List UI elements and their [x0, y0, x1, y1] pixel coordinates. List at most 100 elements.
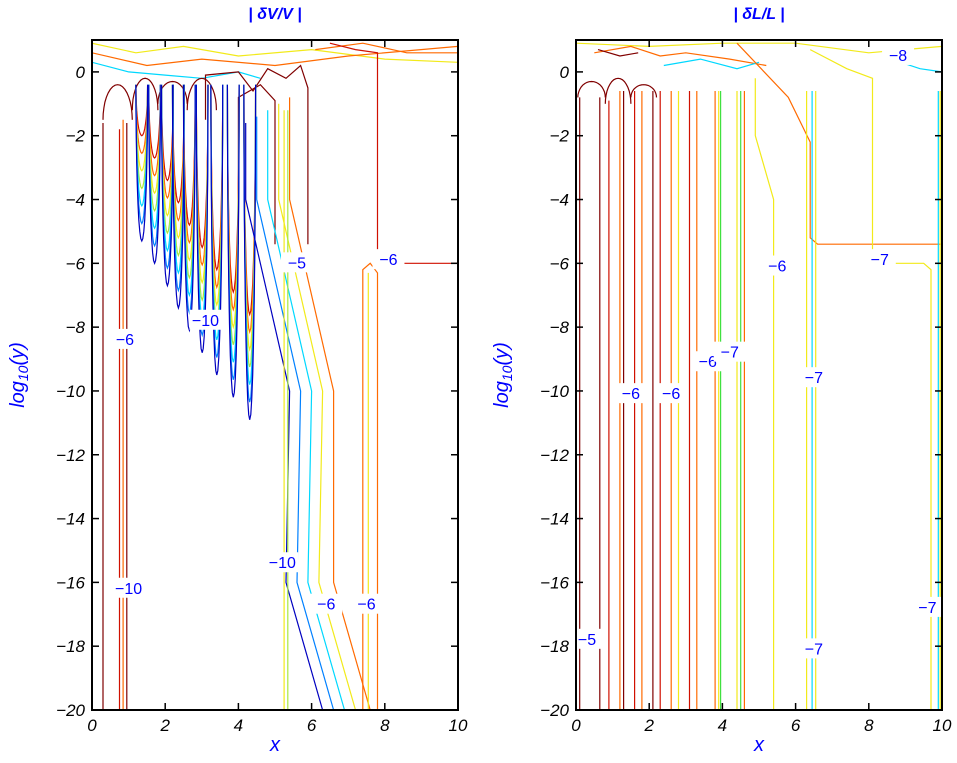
left-y-axis-label: log10(y) — [7, 342, 31, 408]
y-tick-label: −8 — [66, 318, 86, 337]
x-tick-label: 6 — [307, 716, 317, 735]
x-tick-label: 6 — [791, 716, 801, 735]
contour-line — [171, 84, 185, 311]
left-plot-frame — [91, 39, 459, 711]
contour-label-bg — [280, 252, 313, 273]
contour-line — [362, 262, 379, 710]
y-tick-label: −16 — [540, 573, 569, 592]
contour-label: −6 — [768, 259, 786, 276]
y-tick-label: −4 — [550, 191, 569, 210]
contour-label-bg — [189, 309, 222, 330]
y-tick-label: −12 — [56, 446, 85, 465]
contour-line — [243, 84, 257, 420]
contour-line — [630, 84, 658, 98]
contour-line — [315, 42, 458, 54]
left-x-axis-label: x — [269, 734, 281, 756]
y-tick-label: −6 — [550, 254, 570, 273]
contour-line — [102, 84, 133, 120]
contour-line — [160, 84, 174, 288]
contour-label: −6 — [662, 386, 680, 403]
left-contour-lines — [92, 42, 458, 710]
y-tick-label: −8 — [550, 318, 570, 337]
contour-line — [92, 45, 458, 67]
contour-line — [576, 42, 942, 54]
contour-line — [210, 84, 224, 376]
contour-label: −7 — [805, 641, 823, 658]
contour-line — [131, 77, 159, 111]
contour-line — [186, 77, 217, 111]
contour-line — [135, 84, 149, 243]
contour-line — [597, 49, 639, 57]
contour-line — [267, 110, 346, 710]
contour-line — [256, 116, 335, 710]
contour-label: −8 — [889, 48, 907, 65]
x-tick-label: 0 — [571, 716, 581, 735]
contour-label: −7 — [871, 252, 889, 269]
contour-line — [289, 97, 371, 710]
contour-line — [278, 103, 357, 710]
contour-label-bg — [882, 44, 915, 65]
x-tick-label: 2 — [643, 716, 654, 735]
left-title: | δV/V | — [248, 6, 301, 23]
y-tick-label: −10 — [56, 382, 85, 401]
right-contour-lines — [576, 42, 942, 710]
left-axes: 0 2 4 6 8 10 0 −2 −4 −6 −8 −10 −12 −14 −16 −18 −20 — [56, 40, 468, 735]
x-tick-label: 10 — [933, 716, 952, 735]
y-tick-label: −20 — [540, 701, 569, 720]
contour-label: −6 — [379, 252, 397, 269]
x-tick-label: 4 — [234, 716, 243, 735]
contour-line — [204, 64, 309, 245]
contour-label: −6 — [357, 597, 375, 614]
contour-label-bg — [797, 638, 830, 659]
contour-label: −7 — [721, 345, 739, 362]
contour-label-bg — [655, 383, 688, 404]
x-tick-label: 8 — [864, 716, 874, 735]
contour-line — [663, 58, 760, 70]
y-tick-label: −16 — [56, 573, 85, 592]
y-tick-label: −18 — [56, 637, 85, 656]
contour-label: −5 — [288, 255, 306, 272]
contour-line — [594, 45, 767, 67]
right-plot-frame — [575, 39, 943, 711]
right-x-axis-label: x — [753, 734, 765, 756]
contour-label: −7 — [918, 600, 936, 617]
contour-label-bg — [761, 255, 794, 276]
contour-label-bg — [863, 249, 896, 270]
y-tick-label: −18 — [540, 637, 569, 656]
contour-label-bg — [310, 593, 343, 614]
contour-label-bg — [372, 249, 405, 270]
contour-label: −6 — [699, 354, 717, 371]
x-tick-label: 10 — [449, 716, 468, 735]
contour-line — [226, 84, 240, 398]
contour-label: −6 — [116, 332, 134, 349]
x-tick-label: 0 — [87, 716, 97, 735]
y-tick-label: −2 — [550, 127, 570, 146]
contour-label: −7 — [805, 370, 823, 387]
contour-label-bg — [350, 593, 383, 614]
left-contour-labels: −5 −6 −6 −10 −10 −10 −6 −6 — [108, 249, 405, 614]
contour-label-bg — [266, 552, 299, 573]
contour-label-bg — [108, 328, 141, 349]
contour-label: −10 — [269, 555, 296, 572]
contour-label: −10 — [115, 581, 142, 598]
y-tick-label: −4 — [66, 191, 85, 210]
contour-line — [92, 42, 458, 63]
y-tick-label: −6 — [66, 254, 86, 273]
right-axes: 0 2 4 6 8 10 0 −2 −4 −6 −8 −10 −12 −14 −16 −18 −20 — [540, 40, 952, 735]
contour-label-bg — [570, 628, 603, 649]
x-tick-label: 8 — [380, 716, 390, 735]
y-tick-label: −14 — [540, 510, 569, 529]
contour-line — [195, 84, 209, 353]
contour-label-bg — [797, 367, 830, 388]
y-tick-label: 0 — [76, 63, 86, 82]
contour-label-bg — [614, 383, 647, 404]
contour-line — [577, 80, 606, 98]
y-tick-label: −10 — [540, 382, 569, 401]
contour-label: −10 — [192, 313, 219, 330]
contour-label-bg — [713, 341, 746, 362]
y-tick-label: 0 — [560, 63, 570, 82]
contour-line — [329, 42, 458, 264]
contour-label-bg — [112, 577, 145, 598]
right-contour-labels: −8−6 −7−6−7−6 −6−7−5−7−7 — [570, 44, 944, 659]
